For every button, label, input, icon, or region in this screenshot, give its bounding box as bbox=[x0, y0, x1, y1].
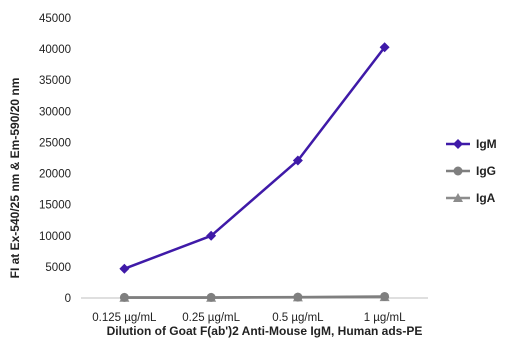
y-tick-label: 10000 bbox=[39, 231, 71, 243]
data-point-igm bbox=[292, 155, 303, 166]
legend-item-iga: IgA bbox=[446, 191, 496, 205]
legend-item-igm: IgM bbox=[446, 137, 497, 151]
legend-label: IgM bbox=[476, 137, 497, 151]
y-axis-title: FI at Ex-540/25 nm & Em-590/20 nm bbox=[8, 78, 22, 279]
x-tick-label: 0.125 µg/mL bbox=[92, 312, 157, 324]
y-tick-label: 25000 bbox=[39, 137, 71, 149]
y-axis-ticks: 0 5000 10000 15000 20000 25000 30000 35000 40000… bbox=[39, 13, 71, 305]
y-tick-label: 5000 bbox=[45, 262, 71, 274]
legend-marker-iga bbox=[453, 193, 463, 202]
series-line-igg bbox=[124, 295, 385, 299]
data-point-igg bbox=[380, 291, 390, 301]
x-axis-ticks: 0.125 µg/mL 0.25 µg/mL 0.5 µg/mL 1 µg/mL bbox=[92, 312, 406, 324]
data-point-igg bbox=[206, 292, 216, 302]
x-axis-title: Dilution of Goat F(ab')2 Anti-Mouse IgM,… bbox=[107, 324, 423, 338]
data-point-igm bbox=[379, 42, 390, 53]
y-tick-label: 15000 bbox=[39, 200, 71, 212]
series-layer bbox=[119, 42, 390, 302]
legend: IgM IgG IgA bbox=[446, 137, 497, 205]
y-tick-label: 45000 bbox=[39, 13, 71, 25]
data-point-igm bbox=[206, 230, 217, 241]
legend-item-igg: IgG bbox=[446, 164, 496, 178]
data-point-igg bbox=[293, 292, 303, 302]
legend-label: IgA bbox=[476, 191, 496, 205]
series-line-igm bbox=[123, 46, 386, 270]
y-tick-label: 35000 bbox=[39, 75, 71, 87]
legend-marker-igg bbox=[453, 166, 463, 176]
legend-marker-igm bbox=[453, 139, 463, 149]
series-igm bbox=[119, 42, 390, 274]
y-tick-label: 40000 bbox=[39, 44, 71, 56]
y-tick-label: 30000 bbox=[39, 106, 71, 118]
data-point-igm bbox=[119, 263, 130, 274]
data-point-igg bbox=[119, 292, 129, 302]
legend-label: IgG bbox=[476, 164, 496, 178]
x-tick-label: 0.25 µg/mL bbox=[182, 312, 240, 324]
x-tick-label: 1 µg/mL bbox=[364, 312, 406, 324]
x-tick-label: 0.5 µg/mL bbox=[272, 312, 324, 324]
y-tick-label: 0 bbox=[65, 293, 71, 305]
y-tick-label: 20000 bbox=[39, 169, 71, 181]
series-igg bbox=[119, 291, 390, 302]
